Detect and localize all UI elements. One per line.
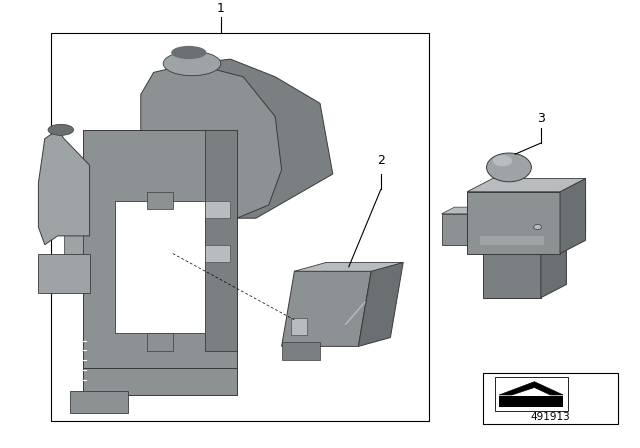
Polygon shape: [38, 130, 90, 245]
Polygon shape: [115, 201, 205, 333]
Polygon shape: [560, 178, 586, 254]
Polygon shape: [483, 240, 566, 254]
Polygon shape: [541, 240, 566, 298]
Text: 1: 1: [217, 2, 225, 15]
Polygon shape: [83, 368, 237, 395]
Polygon shape: [141, 64, 282, 218]
Text: 3: 3: [537, 112, 545, 125]
Text: 491913: 491913: [531, 412, 570, 422]
Polygon shape: [294, 263, 403, 271]
Polygon shape: [205, 245, 230, 263]
Polygon shape: [205, 201, 230, 218]
Polygon shape: [192, 59, 333, 218]
Bar: [483, 373, 618, 424]
Polygon shape: [467, 178, 586, 192]
Polygon shape: [147, 192, 173, 209]
Polygon shape: [467, 192, 560, 254]
Bar: [51, 33, 429, 422]
Ellipse shape: [48, 124, 74, 135]
Ellipse shape: [534, 224, 541, 230]
Polygon shape: [442, 207, 480, 214]
Bar: [495, 377, 568, 411]
Polygon shape: [83, 130, 237, 368]
Ellipse shape: [172, 46, 206, 59]
Text: 2: 2: [377, 155, 385, 168]
Polygon shape: [282, 271, 371, 346]
Polygon shape: [205, 130, 237, 351]
Ellipse shape: [486, 153, 531, 182]
Polygon shape: [38, 254, 90, 293]
Polygon shape: [442, 214, 467, 245]
Polygon shape: [64, 218, 83, 263]
Ellipse shape: [163, 52, 221, 76]
Polygon shape: [483, 254, 541, 298]
Polygon shape: [147, 333, 173, 351]
Polygon shape: [282, 342, 320, 360]
Polygon shape: [70, 391, 128, 413]
Polygon shape: [560, 201, 586, 245]
Polygon shape: [358, 263, 403, 346]
Bar: [499, 396, 563, 407]
Ellipse shape: [493, 155, 512, 166]
Polygon shape: [499, 382, 563, 395]
Polygon shape: [480, 236, 544, 245]
Bar: [291, 318, 307, 335]
